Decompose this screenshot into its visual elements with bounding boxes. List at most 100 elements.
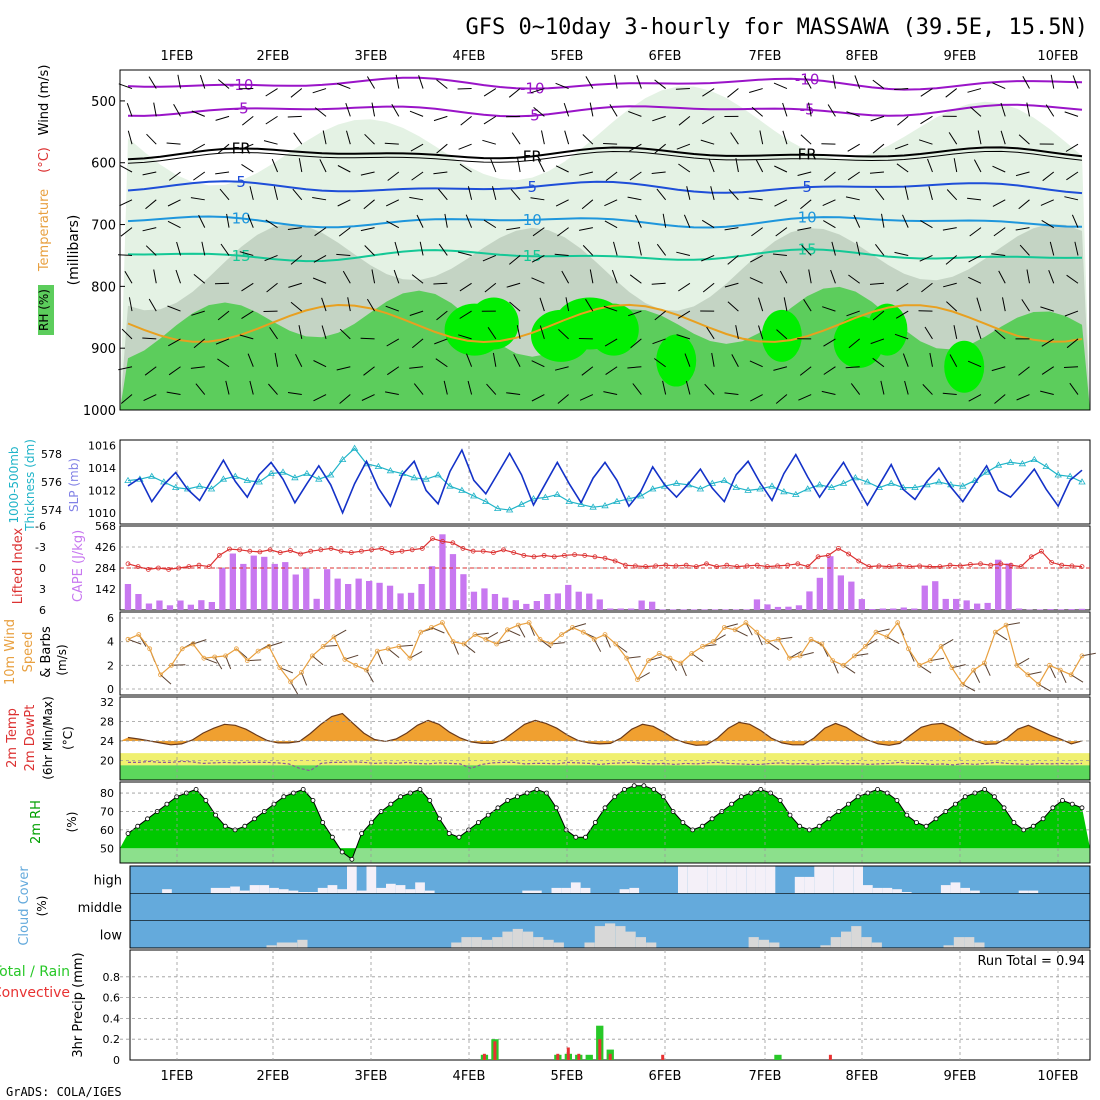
cape-bar xyxy=(942,598,949,610)
wind-barb xyxy=(290,255,303,265)
rh2m-marker xyxy=(1040,816,1046,822)
low-cloud-bar xyxy=(461,937,472,948)
wind-barb xyxy=(366,298,375,312)
wind-barb xyxy=(920,88,933,97)
cape-bar xyxy=(470,591,478,610)
thickness-marker xyxy=(291,474,299,481)
cape-bar xyxy=(512,600,519,610)
lifted-marker xyxy=(155,565,161,571)
wind10m-marker xyxy=(1025,672,1031,678)
thickness-marker xyxy=(303,469,311,476)
top-date-label: 3FEB xyxy=(355,49,388,64)
wind-barb xyxy=(268,383,278,395)
top-date-label: 5FEB xyxy=(551,49,584,64)
wind-barb xyxy=(433,171,448,175)
wind-tick-label: 4 xyxy=(107,636,114,649)
cape-bar xyxy=(911,608,918,610)
wind-barb xyxy=(823,220,836,229)
precip-conv-bar xyxy=(493,1041,497,1060)
lifted-marker xyxy=(724,562,730,568)
wind-barb xyxy=(124,270,133,284)
wind-barb xyxy=(1040,390,1054,396)
wind10m-marker xyxy=(439,620,445,626)
isotherm-line xyxy=(127,180,1083,195)
cape-bar xyxy=(722,609,729,610)
wind10m-marker xyxy=(721,625,727,630)
lifted-marker xyxy=(541,553,547,558)
cape-bar xyxy=(533,601,540,610)
low-cloud-bar xyxy=(266,945,277,948)
cape-bar xyxy=(575,591,582,610)
rh2m-marker xyxy=(213,812,219,818)
wind-barb xyxy=(517,158,521,173)
cape-bar xyxy=(449,554,457,610)
thickness-marker xyxy=(529,495,538,502)
rh2m-marker xyxy=(680,820,686,825)
lifted-marker xyxy=(643,564,648,569)
wind10m-marker xyxy=(537,636,543,642)
rh2m-panel: 50 60 70 80 2m RH (%) xyxy=(29,781,1091,864)
thickness-marker xyxy=(756,485,764,492)
precip-conv-bar xyxy=(661,1054,665,1060)
lifted-marker xyxy=(1049,560,1054,565)
wind-barb xyxy=(1072,75,1079,89)
wind-barb xyxy=(968,394,982,402)
wind-barb xyxy=(1018,134,1030,145)
bottom-date-label: 2FEB xyxy=(257,1069,290,1084)
wind10m-marker xyxy=(1079,653,1085,659)
high-cloud-bar xyxy=(863,885,873,894)
top-date-label: 9FEB xyxy=(944,49,977,64)
cape-lifted-panel: 142 284 426 568 -6 -3 0 3 6 Lifted Index CAPE (J/k… xyxy=(11,520,1091,617)
wind-barb xyxy=(675,88,690,90)
wind10m-marker xyxy=(244,658,250,663)
wind-barb xyxy=(728,189,739,201)
wind-barb xyxy=(371,102,376,117)
cape-bar xyxy=(481,588,488,610)
low-cloud-bar xyxy=(276,942,287,948)
wind-barb xyxy=(846,310,860,317)
rh2m-axis-label: 2m RH xyxy=(29,800,44,844)
cape-bar xyxy=(984,602,991,610)
rh2m-marker xyxy=(933,816,939,822)
slp-tick-label: 1016 xyxy=(88,440,116,453)
cape-bar xyxy=(355,578,362,610)
thickness-marker xyxy=(267,469,275,476)
wind-barb xyxy=(702,115,715,125)
rh2m-marker xyxy=(281,794,287,800)
wind-barb xyxy=(364,133,375,145)
cape-bar xyxy=(124,584,132,610)
wind-barb xyxy=(704,383,715,395)
cape-bar xyxy=(659,609,666,610)
wind10m-marker xyxy=(353,662,359,668)
wind-barb xyxy=(153,102,157,117)
wind-barb xyxy=(265,115,278,125)
wind-barb xyxy=(611,269,618,284)
wind-barb xyxy=(776,329,788,340)
thickness-marker xyxy=(410,474,418,481)
thickness-marker xyxy=(148,472,156,479)
wind-barb xyxy=(750,255,763,263)
cape-bar xyxy=(711,609,719,610)
wind-barb xyxy=(457,251,472,256)
wind-barb xyxy=(555,165,569,173)
wind-barb xyxy=(555,82,569,90)
rh2m-marker xyxy=(1011,820,1017,825)
wind-barb xyxy=(249,380,254,395)
rh2m-marker xyxy=(1030,823,1036,829)
wind-barb xyxy=(511,132,521,145)
thickness-tick-label: 578 xyxy=(41,448,62,461)
isotherm-label: FR xyxy=(798,146,817,164)
cape-bar xyxy=(565,584,572,610)
low-cloud-bar xyxy=(471,937,482,948)
cape-bar xyxy=(890,608,897,610)
wind-barb xyxy=(153,269,157,284)
wind-barb xyxy=(604,220,618,229)
wind-barb xyxy=(929,352,933,367)
precip-axis-label: 3hr Precip (mm) xyxy=(71,952,86,1057)
isotherm-label: 5 xyxy=(802,178,812,196)
wind-barb xyxy=(145,199,157,210)
rh2m-marker xyxy=(622,787,627,792)
wind-barb xyxy=(1064,196,1079,201)
high-cloud-bar xyxy=(395,885,406,894)
wind-barb xyxy=(702,88,715,97)
